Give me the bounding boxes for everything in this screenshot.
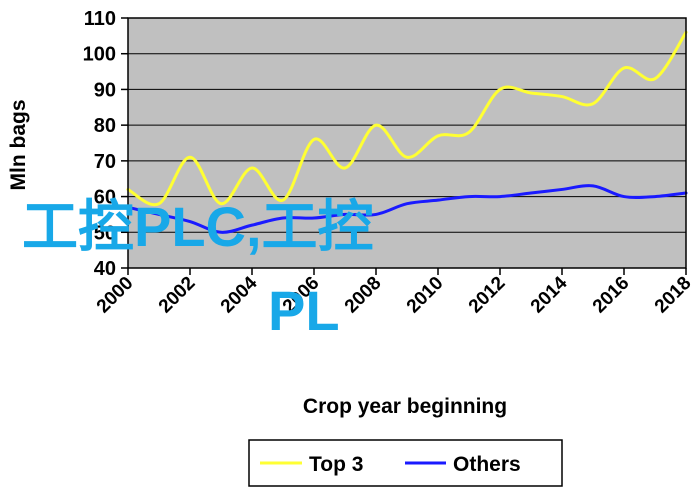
series-line-top-3 (126, 30, 688, 207)
y-tick-label: 90 (94, 79, 116, 101)
series-line-others (126, 184, 688, 234)
watermark-line-2: PL (268, 279, 340, 342)
watermark-line-1: 工控PLC,工控 (22, 195, 374, 258)
y-tick-label: 50 (94, 222, 116, 244)
y-tick-label: 70 (94, 151, 116, 173)
x-tick-label: 2010 (403, 273, 448, 318)
y-tick-label: 80 (94, 115, 116, 137)
legend-label: Others (453, 453, 521, 476)
x-tick-label: 2012 (465, 273, 510, 318)
plot-frame (127, 17, 687, 269)
x-tick-label: 2014 (527, 272, 572, 317)
x-tick-label: 2016 (589, 273, 634, 318)
y-tick-label: 40 (94, 258, 116, 280)
x-tick-label: 2008 (341, 273, 386, 318)
x-axis-title: Crop year beginning (303, 395, 507, 418)
plot-area (128, 18, 686, 268)
legend: Top 3 Others (248, 439, 563, 487)
x-tick-label: 2002 (155, 273, 200, 318)
x-tick-label: 2004 (217, 272, 262, 317)
y-tick-label: 60 (94, 187, 116, 209)
legend-label: Top 3 (309, 453, 363, 476)
y-axis-title: Mln bags (7, 99, 30, 190)
y-tick-label: 100 (83, 44, 116, 66)
x-tick-label: 2018 (651, 273, 695, 318)
y-tick-label: 110 (84, 8, 116, 30)
